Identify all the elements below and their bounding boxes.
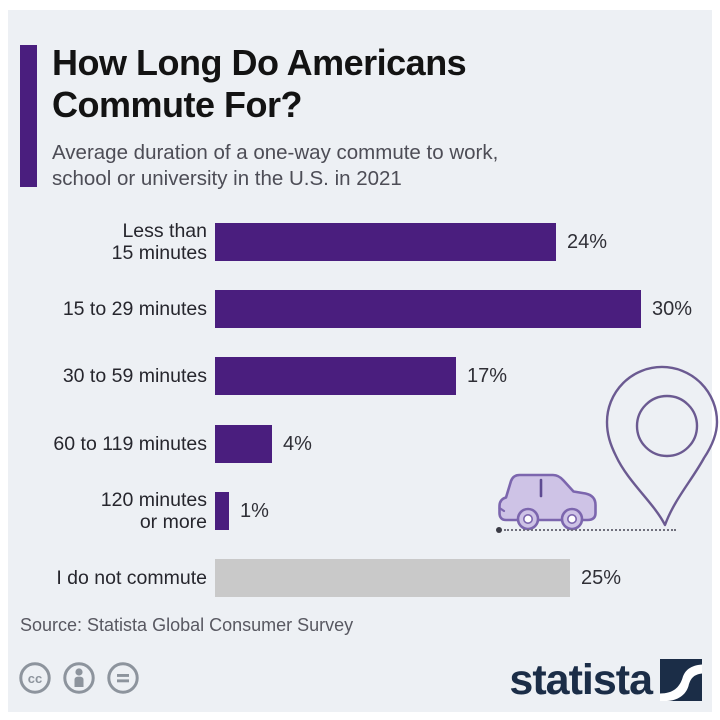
bar-label: 60 to 119 minutes: [53, 433, 207, 455]
bar-label: 15 to 29 minutes: [62, 298, 207, 320]
bar-value: 30%: [652, 297, 693, 320]
statista-logo[interactable]: statista: [509, 658, 702, 702]
bar-value: 1%: [240, 499, 269, 522]
bar-row: I do not commute 25%: [0, 559, 720, 597]
page-subtitle: Average duration of a one-way commute to…: [52, 141, 499, 190]
bar: [215, 223, 556, 261]
bar-label: Less than 15 minutes: [111, 220, 207, 264]
license-icons[interactable]: cc: [18, 661, 140, 695]
bar-value: 25%: [581, 566, 622, 589]
cc-icon[interactable]: cc: [18, 661, 52, 695]
title-line-1: How Long Do Americans: [52, 42, 467, 83]
source-note: Source: Statista Global Consumer Survey: [20, 615, 354, 635]
nd-icon[interactable]: [106, 661, 140, 695]
page-title: How Long Do Americans Commute For?: [52, 42, 467, 126]
route-start-dot: [496, 527, 502, 533]
bar-label: I do not commute: [56, 567, 207, 589]
bar-value: 24%: [567, 230, 608, 253]
bar-row: 120 minutes or more 1%: [0, 489, 720, 533]
statista-logo-text: statista: [509, 656, 653, 704]
bar-label: 30 to 59 minutes: [62, 365, 207, 387]
bar-row: 15 to 29 minutes 30%: [0, 290, 720, 328]
bar-row: 60 to 119 minutes 4%: [0, 425, 720, 463]
bar-row: 30 to 59 minutes 17%: [0, 357, 720, 395]
bar-row: Less than 15 minutes 24%: [0, 220, 720, 264]
route-dotted-line: [504, 529, 676, 531]
attribution-icon[interactable]: [62, 661, 96, 695]
bar: [215, 425, 272, 463]
statista-logo-mark: [660, 659, 702, 701]
bar: [215, 492, 229, 530]
bar-value: 4%: [283, 432, 312, 455]
bar: [215, 290, 641, 328]
bar: [215, 357, 456, 395]
bar: [215, 559, 570, 597]
title-line-2: Commute For?: [52, 84, 303, 125]
bar-value: 17%: [467, 364, 508, 387]
map-pin-icon: [605, 365, 719, 527]
car-icon: [498, 473, 597, 531]
title-accent-bar: [20, 45, 37, 187]
svg-text:cc: cc: [28, 671, 42, 686]
bar-label: 120 minutes or more: [100, 489, 207, 533]
